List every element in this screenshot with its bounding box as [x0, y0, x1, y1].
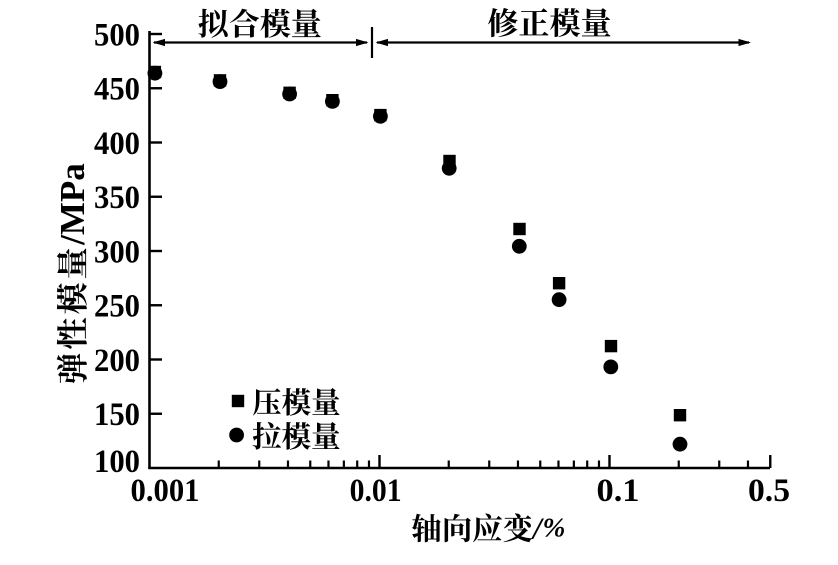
svg-text:150: 150 [94, 397, 140, 433]
svg-text:400: 400 [94, 126, 140, 162]
svg-text:200: 200 [94, 343, 140, 379]
svg-text:350: 350 [94, 180, 140, 216]
svg-text:450: 450 [94, 72, 140, 108]
svg-text:500: 500 [94, 17, 140, 53]
svg-text:/: / [531, 511, 544, 546]
svg-text:0.001: 0.001 [131, 473, 200, 509]
svg-text:0.01: 0.01 [350, 473, 402, 509]
svg-text:300: 300 [94, 234, 140, 270]
svg-text:0.1: 0.1 [597, 473, 640, 509]
svg-text:250: 250 [94, 289, 140, 325]
svg-text:%: % [543, 512, 566, 543]
svg-text:100: 100 [94, 444, 140, 480]
svg-text:0.5: 0.5 [748, 473, 790, 509]
svg-text:/MPa: /MPa [53, 163, 92, 246]
